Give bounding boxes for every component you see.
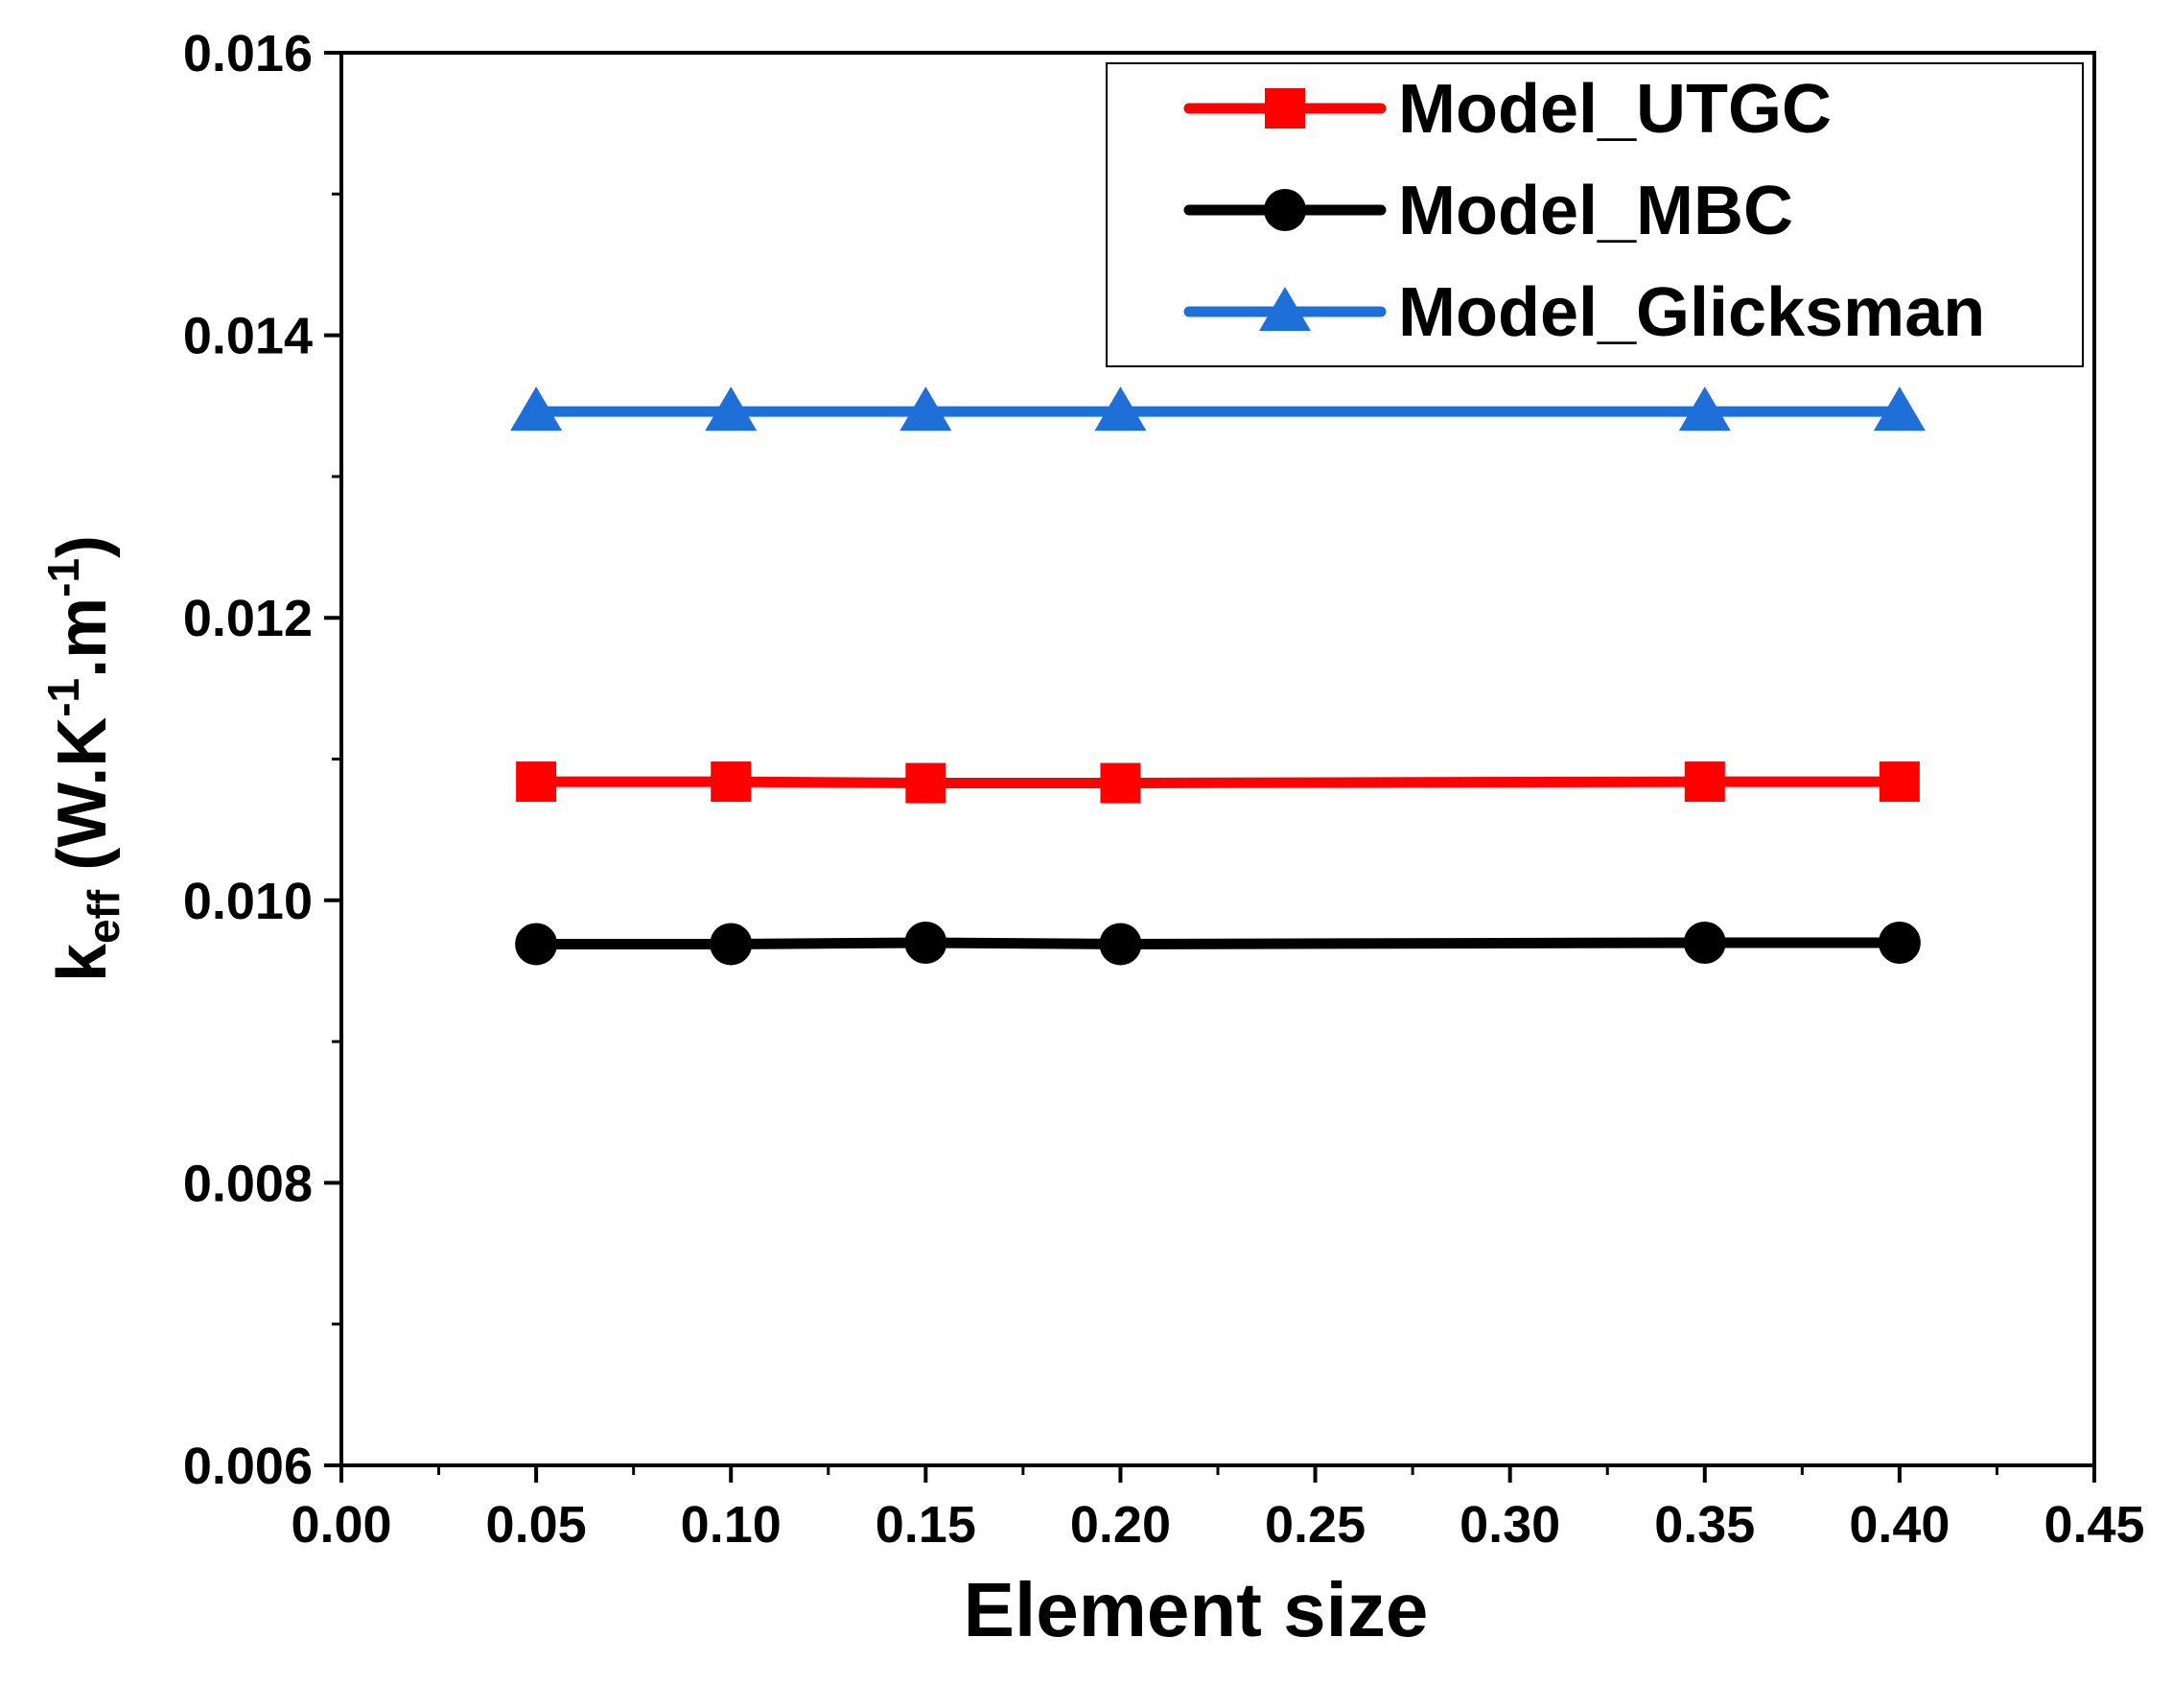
x-tick-label: 0.15 <box>876 1496 976 1554</box>
data-point <box>1879 761 1920 803</box>
y-axis-title-base: k <box>44 943 121 982</box>
y-tick-label: 0.014 <box>183 308 313 365</box>
data-point <box>516 761 557 803</box>
y-axis-title-sub: eff <box>79 889 128 944</box>
series-Model_UTGC <box>516 761 1920 804</box>
x-tick-label: 0.25 <box>1265 1496 1366 1554</box>
y-tick-label: 0.012 <box>183 590 313 647</box>
legend-label: Model_MBC <box>1398 173 1793 249</box>
legend-swatch-marker <box>1265 88 1305 129</box>
y-tick-label: 0.006 <box>183 1438 313 1495</box>
y-axis-title-sup1: -1 <box>38 678 88 717</box>
x-tick-label: 0.40 <box>1849 1496 1950 1554</box>
data-point <box>1873 386 1926 432</box>
legend-label: Model_UTGC <box>1398 71 1832 148</box>
axis-ticks: 0.00 0.05 0.10 0.15 0.20 0.25 0.30 0.35 0.40 0.45… <box>183 25 2145 1554</box>
data-point <box>1678 386 1731 432</box>
data-point <box>1099 923 1142 966</box>
x-tick-label: 0.00 <box>291 1496 391 1554</box>
legend-item: Model_UTGC <box>1183 71 1832 148</box>
data-point <box>905 762 946 804</box>
data-point <box>515 923 558 966</box>
data-point <box>1094 386 1147 432</box>
data-point <box>904 921 947 964</box>
x-tick-label: 0.05 <box>486 1496 587 1554</box>
legend-item: Model_MBC <box>1183 173 1793 249</box>
x-tick-label: 0.35 <box>1654 1496 1755 1554</box>
legend-label: Model_Glicksman <box>1398 274 1985 351</box>
data-point <box>1878 921 1921 964</box>
series-line <box>536 937 1900 949</box>
data-point <box>899 386 952 432</box>
legend-swatch-marker <box>1259 287 1311 331</box>
y-axis-title-sup2: -1 <box>38 558 88 597</box>
legend: Model_UTGC Model_MBC Model_Glicksman <box>1106 62 2084 367</box>
series-layer <box>510 386 1926 966</box>
data-point <box>710 923 753 966</box>
data-point <box>1684 761 1725 803</box>
x-tick-label: 0.10 <box>681 1496 782 1554</box>
data-point <box>705 386 758 432</box>
y-axis-title-part3: ) <box>44 535 121 558</box>
x-axis-title: Element size <box>964 1567 1429 1652</box>
data-point <box>1683 921 1726 964</box>
x-tick-label: 0.45 <box>2044 1496 2144 1554</box>
data-point <box>1100 762 1141 804</box>
data-point <box>510 386 563 432</box>
data-point <box>711 761 752 803</box>
y-tick-label: 0.010 <box>183 873 313 930</box>
y-axis-title-part1: (W.K <box>44 717 121 890</box>
legend-item: Model_Glicksman <box>1183 274 1985 351</box>
series-Model_MBC <box>515 921 1921 966</box>
y-tick-label: 0.016 <box>183 25 313 82</box>
x-tick-label: 0.30 <box>1460 1496 1560 1554</box>
x-tick-label: 0.20 <box>1070 1496 1171 1554</box>
y-axis-title-part2: .m <box>44 597 121 678</box>
y-axis-title: keff (W.K-1.m-1) <box>38 535 128 982</box>
legend-swatch-marker <box>1264 189 1306 231</box>
series-Model_Glicksman <box>510 386 1926 432</box>
series-line <box>536 776 1900 789</box>
y-tick-label: 0.008 <box>183 1155 313 1212</box>
